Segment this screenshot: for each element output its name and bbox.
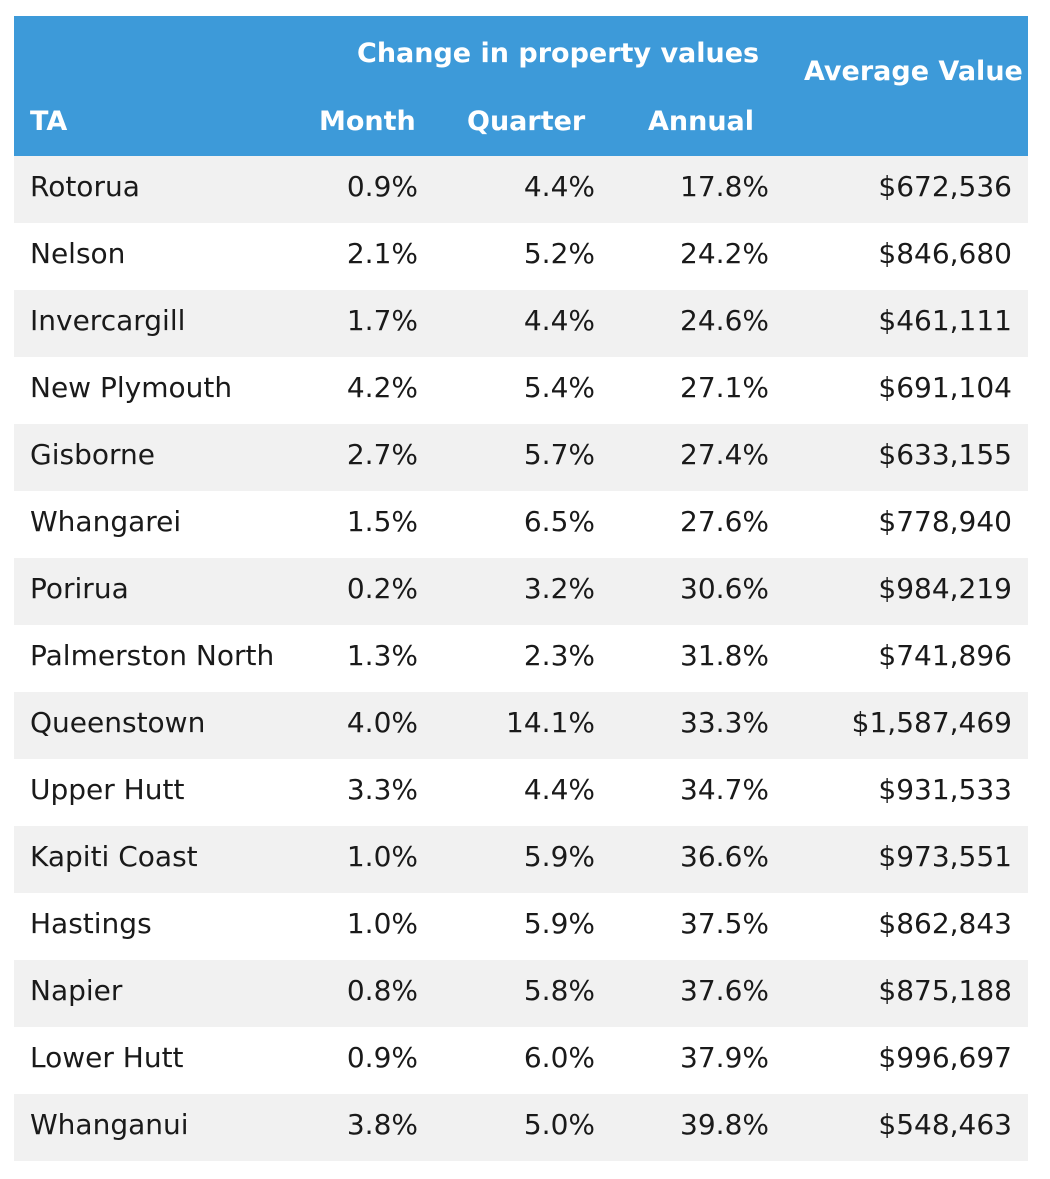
header-average-value: Average Value <box>804 56 1023 87</box>
table-header: Change in property values TA Month Quart… <box>14 16 1028 156</box>
cell-ta: Lower Hutt <box>30 1040 184 1074</box>
cell-ta: Invercargill <box>30 303 186 337</box>
cell-ta: Whangarei <box>30 504 182 538</box>
cell-ta: Palmerston North <box>30 638 275 672</box>
cell-average-value: $548,463 <box>878 1107 1012 1141</box>
cell-average-value: $984,219 <box>878 571 1012 605</box>
cell-average-value: $461,111 <box>878 303 1012 337</box>
table-row: Napier 0.8% 5.8% 37.6% $875,188 <box>14 960 1028 1027</box>
table-row: Palmerston North 1.3% 2.3% 31.8% $741,896 <box>14 625 1028 692</box>
cell-average-value: $778,940 <box>878 504 1012 538</box>
cell-annual: 33.3% <box>680 705 769 739</box>
cell-month: 3.3% <box>346 772 418 806</box>
header-ta: TA <box>30 106 68 137</box>
cell-annual: 36.6% <box>680 839 769 873</box>
cell-quarter: 6.0% <box>523 1040 595 1074</box>
cell-quarter: 5.9% <box>523 839 595 873</box>
cell-annual: 24.6% <box>680 303 769 337</box>
cell-annual: 39.8% <box>680 1107 769 1141</box>
cell-quarter: 5.9% <box>523 906 595 940</box>
cell-quarter: 4.4% <box>523 303 595 337</box>
cell-ta: Queenstown <box>30 705 206 739</box>
cell-average-value: $633,155 <box>878 437 1012 471</box>
table-row: Invercargill 1.7% 4.4% 24.6% $461,111 <box>14 290 1028 357</box>
cell-average-value: $973,551 <box>878 839 1012 873</box>
table-row: Lower Hutt 0.9% 6.0% 37.9% $996,697 <box>14 1027 1028 1094</box>
cell-quarter: 4.4% <box>523 772 595 806</box>
cell-quarter: 5.0% <box>523 1107 595 1141</box>
cell-annual: 37.5% <box>680 906 769 940</box>
cell-average-value: $862,843 <box>878 906 1012 940</box>
table-body: Rotorua 0.9% 4.4% 17.8% $672,536 Nelson 2.1% 5.… <box>14 156 1028 1161</box>
cell-annual: 31.8% <box>680 638 769 672</box>
cell-ta: Hastings <box>30 906 152 940</box>
cell-month: 2.7% <box>346 437 418 471</box>
cell-annual: 30.6% <box>680 571 769 605</box>
cell-quarter: 14.1% <box>506 705 595 739</box>
cell-average-value: $672,536 <box>878 169 1012 203</box>
cell-annual: 34.7% <box>680 772 769 806</box>
cell-average-value: $846,680 <box>878 236 1012 270</box>
cell-quarter: 5.4% <box>523 370 595 404</box>
cell-quarter: 6.5% <box>523 504 595 538</box>
cell-annual: 37.9% <box>680 1040 769 1074</box>
cell-quarter: 5.8% <box>523 973 595 1007</box>
header-quarter: Quarter <box>467 106 586 137</box>
cell-ta: New Plymouth <box>30 370 233 404</box>
cell-month: 1.7% <box>346 303 418 337</box>
cell-month: 1.0% <box>346 906 418 940</box>
cell-month: 4.0% <box>346 705 418 739</box>
cell-ta: Nelson <box>30 236 126 270</box>
cell-month: 1.0% <box>346 839 418 873</box>
cell-month: 0.2% <box>346 571 418 605</box>
cell-ta: Kapiti Coast <box>30 839 198 873</box>
cell-quarter: 5.7% <box>523 437 595 471</box>
table-row: Kapiti Coast 1.0% 5.9% 36.6% $973,551 <box>14 826 1028 893</box>
cell-annual: 27.6% <box>680 504 769 538</box>
cell-annual: 24.2% <box>680 236 769 270</box>
cell-average-value: $875,188 <box>878 973 1012 1007</box>
table-row: Whanganui 3.8% 5.0% 39.8% $548,463 <box>14 1094 1028 1161</box>
property-values-table: Change in property values TA Month Quart… <box>14 16 1028 1161</box>
cell-ta: Gisborne <box>30 437 155 471</box>
cell-ta: Napier <box>30 973 123 1007</box>
cell-month: 1.3% <box>346 638 418 672</box>
table-row: Gisborne 2.7% 5.7% 27.4% $633,155 <box>14 424 1028 491</box>
cell-quarter: 2.3% <box>523 638 595 672</box>
cell-average-value: $691,104 <box>878 370 1012 404</box>
header-annual: Annual <box>648 106 755 137</box>
cell-quarter: 5.2% <box>523 236 595 270</box>
cell-month: 0.9% <box>346 169 418 203</box>
cell-month: 3.8% <box>346 1107 418 1141</box>
table-row: Upper Hutt 3.3% 4.4% 34.7% $931,533 <box>14 759 1028 826</box>
cell-average-value: $931,533 <box>878 772 1012 806</box>
cell-month: 0.9% <box>346 1040 418 1074</box>
cell-month: 4.2% <box>346 370 418 404</box>
cell-average-value: $741,896 <box>878 638 1012 672</box>
header-group-title: Change in property values <box>357 38 760 69</box>
cell-annual: 27.1% <box>680 370 769 404</box>
table-row: Hastings 1.0% 5.9% 37.5% $862,843 <box>14 893 1028 960</box>
header-month: Month <box>319 106 416 137</box>
table-row: Queenstown 4.0% 14.1% 33.3% $1,587,469 <box>14 692 1028 759</box>
cell-ta: Rotorua <box>30 169 140 203</box>
cell-ta: Porirua <box>30 571 129 605</box>
cell-average-value: $1,587,469 <box>851 705 1012 739</box>
cell-annual: 17.8% <box>680 169 769 203</box>
cell-month: 2.1% <box>346 236 418 270</box>
cell-month: 0.8% <box>346 973 418 1007</box>
cell-average-value: $996,697 <box>878 1040 1012 1074</box>
cell-quarter: 3.2% <box>523 571 595 605</box>
cell-annual: 37.6% <box>680 973 769 1007</box>
cell-month: 1.5% <box>346 504 418 538</box>
table-row: Porirua 0.2% 3.2% 30.6% $984,219 <box>14 558 1028 625</box>
cell-ta: Whanganui <box>30 1107 189 1141</box>
cell-ta: Upper Hutt <box>30 772 185 806</box>
table-row: Nelson 2.1% 5.2% 24.2% $846,680 <box>14 223 1028 290</box>
cell-annual: 27.4% <box>680 437 769 471</box>
table-row: Rotorua 0.9% 4.4% 17.8% $672,536 <box>14 156 1028 223</box>
table-row: Whangarei 1.5% 6.5% 27.6% $778,940 <box>14 491 1028 558</box>
cell-quarter: 4.4% <box>523 169 595 203</box>
table-row: New Plymouth 4.2% 5.4% 27.1% $691,104 <box>14 357 1028 424</box>
